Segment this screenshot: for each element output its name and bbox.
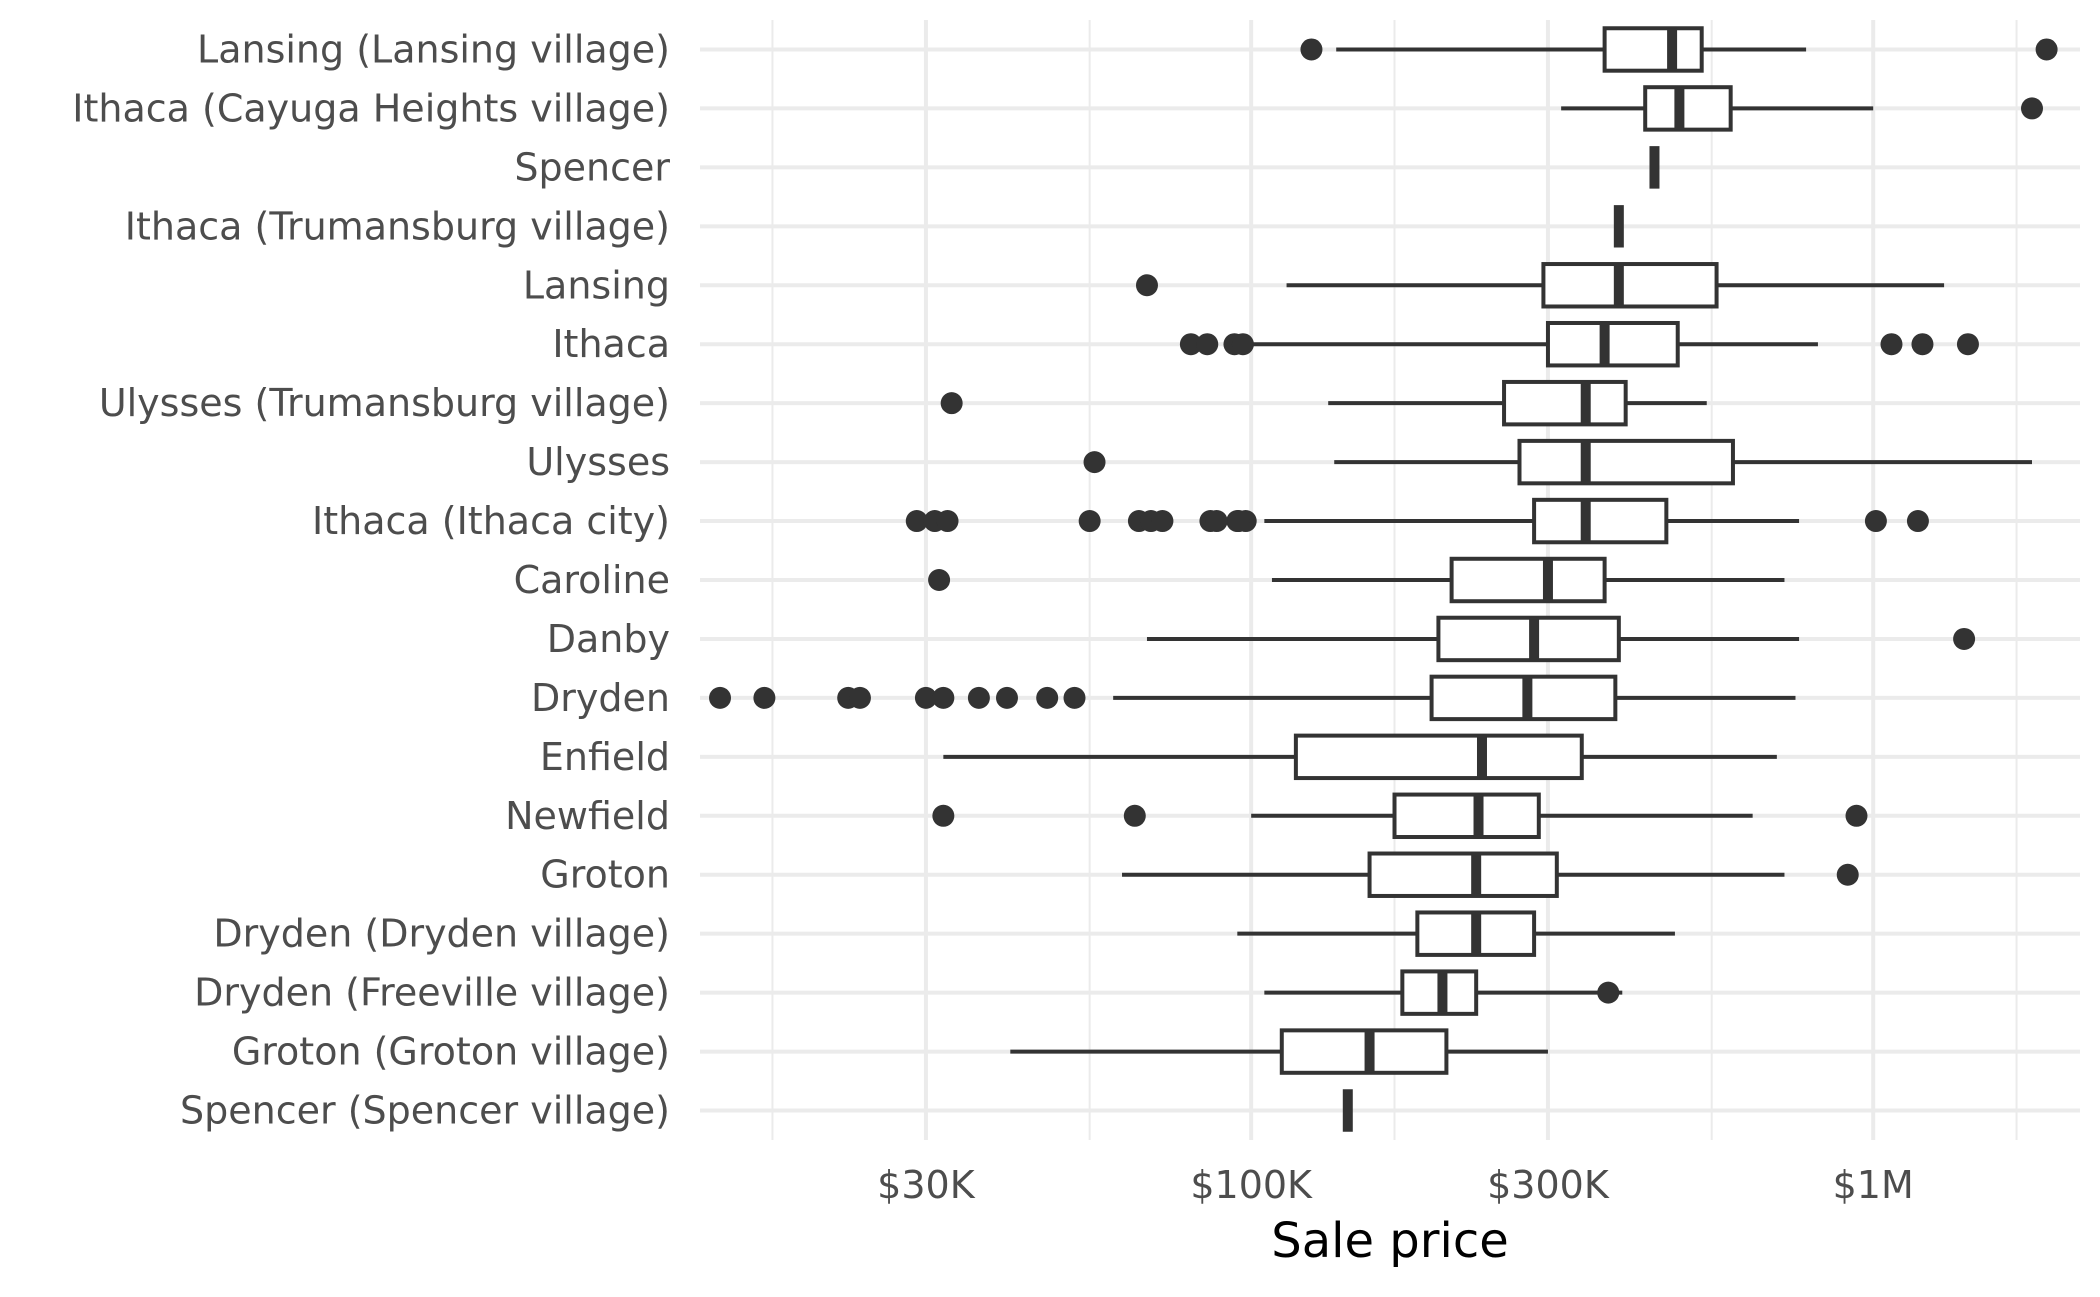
outlier-point [936, 510, 959, 533]
category-label: Lansing [523, 263, 670, 307]
category-label: Dryden (Dryden village) [213, 912, 670, 956]
outlier-point [1906, 510, 1929, 533]
outlier-point [1151, 510, 1174, 533]
iqr-box [1449, 556, 1607, 604]
category-label: Groton (Groton village) [232, 1030, 670, 1074]
iqr-box [1545, 320, 1680, 368]
outlier-point [1083, 451, 1106, 474]
outlier-point [1123, 804, 1146, 827]
x-axis-title: Sale price [1271, 1213, 1508, 1269]
category-label: Groton [540, 853, 670, 897]
x-tick-labels: $30K $100K $300K $1M [877, 1163, 1914, 1207]
x-tick-label: $100K [1190, 1163, 1313, 1207]
x-tick-label: $300K [1487, 1163, 1610, 1207]
outlier-point [1063, 686, 1086, 709]
outlier-point [1300, 38, 1323, 61]
outlier-point [940, 392, 963, 415]
outlier-point [1864, 510, 1887, 533]
outlier-point [1880, 333, 1903, 356]
category-label: Newfield [505, 794, 670, 838]
box-group [1083, 438, 2032, 486]
iqr-box [1517, 438, 1735, 486]
outlier-point [848, 686, 871, 709]
iqr-box [1602, 26, 1704, 73]
iqr-box [1436, 615, 1621, 663]
box-group [1264, 969, 1623, 1016]
category-label: Dryden (Freeville village) [194, 971, 670, 1015]
box-group [932, 792, 1868, 840]
outlier-point [2035, 38, 2058, 61]
outlier-point [1956, 333, 1979, 356]
iqr-box [1367, 851, 1559, 898]
category-label: Ithaca (Ithaca city) [312, 499, 670, 543]
outlier-point [967, 686, 990, 709]
box-group [1300, 26, 2058, 73]
outlier-point [1227, 510, 1250, 533]
outlier-point [2020, 97, 2043, 120]
box-group [943, 733, 1777, 781]
outlier-point [1179, 333, 1202, 356]
iqr-box [1279, 1028, 1449, 1075]
category-label: Ithaca (Cayuga Heights village) [72, 86, 670, 130]
outlier-point [1845, 804, 1868, 827]
outlier-point [1036, 686, 1059, 709]
category-label: Spencer [514, 145, 670, 189]
outlier-point [1953, 627, 1976, 650]
box-group [1010, 1028, 1548, 1075]
box-group [1561, 85, 2043, 132]
iqr-box [1502, 379, 1628, 427]
iqr-box [1293, 733, 1584, 781]
box-group [1179, 320, 1979, 368]
iqr-box [1541, 262, 1719, 309]
category-label: Enfield [540, 735, 670, 779]
category-label: Ulysses (Trumansburg village) [99, 381, 670, 425]
outlier-point [1597, 981, 1620, 1004]
box-group [1135, 262, 1945, 309]
outlier-point [932, 804, 955, 827]
outlier-point [1836, 863, 1859, 886]
outlier-point [1911, 333, 1934, 356]
x-tick-label: $1M [1833, 1163, 1914, 1207]
outlier-point [1196, 333, 1219, 356]
x-tick-label: $30K [877, 1163, 976, 1207]
box-group [940, 379, 1707, 427]
category-labels: Lansing (Lansing village) Ithaca (Cayuga … [72, 27, 670, 1132]
category-label: Ithaca [552, 322, 670, 366]
iqr-box [1643, 85, 1733, 132]
box-group [905, 497, 1929, 545]
outlier-point [1205, 510, 1228, 533]
outlier-point [1231, 333, 1254, 356]
outlier-point [928, 569, 951, 591]
box-group [1122, 851, 1859, 898]
outlier-point [709, 686, 732, 709]
iqr-box [1532, 497, 1669, 545]
iqr-box [1392, 792, 1541, 840]
outlier-point [753, 686, 776, 709]
category-label: Danby [547, 617, 670, 661]
outlier-point [1135, 274, 1158, 297]
box-group [1146, 615, 1976, 663]
category-label: Caroline [514, 558, 670, 602]
category-label: Dryden [531, 676, 670, 720]
outlier-point [905, 510, 928, 533]
box-group [928, 556, 1785, 604]
category-label: Spencer (Spencer village) [180, 1089, 670, 1133]
box-group [709, 674, 1796, 722]
category-label: Ithaca (Trumansburg village) [125, 204, 670, 248]
box-group [1237, 910, 1675, 957]
outlier-point [995, 686, 1018, 709]
outlier-point [914, 686, 937, 709]
outlier-point [1078, 510, 1101, 533]
outlier-point [932, 686, 955, 709]
boxes [709, 26, 2058, 1132]
category-label: Lansing (Lansing village) [197, 27, 670, 71]
category-label: Ulysses [526, 440, 670, 484]
